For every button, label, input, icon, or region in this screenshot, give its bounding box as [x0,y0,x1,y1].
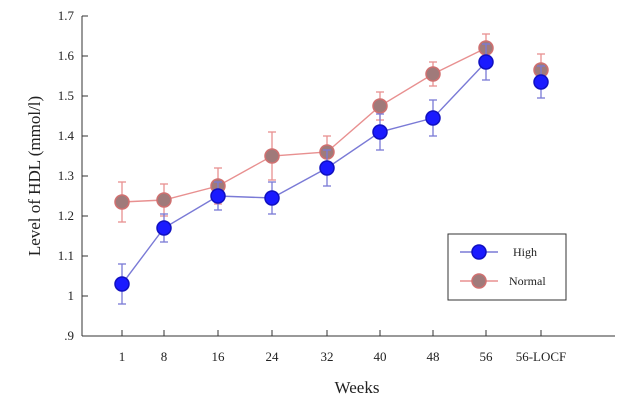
legend: High Normal [447,233,567,301]
data-point-high [210,188,226,204]
data-point-normal [114,194,130,210]
x-tick-label: 40 [374,349,387,364]
data-point-high [114,276,130,292]
data-point-normal [425,66,441,82]
series-high [114,43,549,305]
legend-marker-high [471,244,487,260]
y-tick-label: 1.7 [58,8,75,23]
x-tick-label: 16 [212,349,226,364]
series-line-high [121,61,487,285]
data-point-normal [156,192,172,208]
x-axis-ticks: 1 8 16 24 32 40 48 56 56-LOCF [119,330,567,364]
x-tick-label: 32 [321,349,334,364]
y-tick-label: 1.4 [58,128,75,143]
series-line-normal [121,47,487,203]
data-point-high [372,124,388,140]
x-tick-label: 56-LOCF [516,349,567,364]
y-tick-label: .9 [64,328,74,343]
data-point-high [264,190,280,206]
data-point-normal [264,148,280,164]
y-tick-label: 1 [68,288,75,303]
y-tick-label: 1.5 [58,88,74,103]
x-tick-label: 8 [161,349,168,364]
x-tick-label: 1 [119,349,126,364]
data-point-high [319,160,335,176]
legend-marker-normal [471,273,487,289]
series-layer [114,33,549,305]
data-point-high [478,54,494,70]
y-tick-label: 1.1 [58,248,74,263]
data-point-high [425,110,441,126]
y-axis-ticks: .9 1 1.1 1.2 1.3 1.4 1.5 1.6 1.7 [58,8,88,343]
y-axis-title: Level of HDL (mmol/l) [25,96,44,256]
data-point-normal [372,98,388,114]
y-tick-label: 1.2 [58,208,74,223]
x-axis-title: Weeks [335,378,380,397]
x-tick-label: 24 [266,349,280,364]
legend-box [447,233,567,301]
legend-label-high: High [513,245,537,259]
x-tick-label: 48 [427,349,440,364]
data-point-high [533,74,549,90]
data-point-high [156,220,172,236]
y-tick-label: 1.3 [58,168,74,183]
y-tick-label: 1.6 [58,48,75,63]
legend-label-normal: Normal [509,274,546,288]
x-tick-label: 56 [480,349,494,364]
